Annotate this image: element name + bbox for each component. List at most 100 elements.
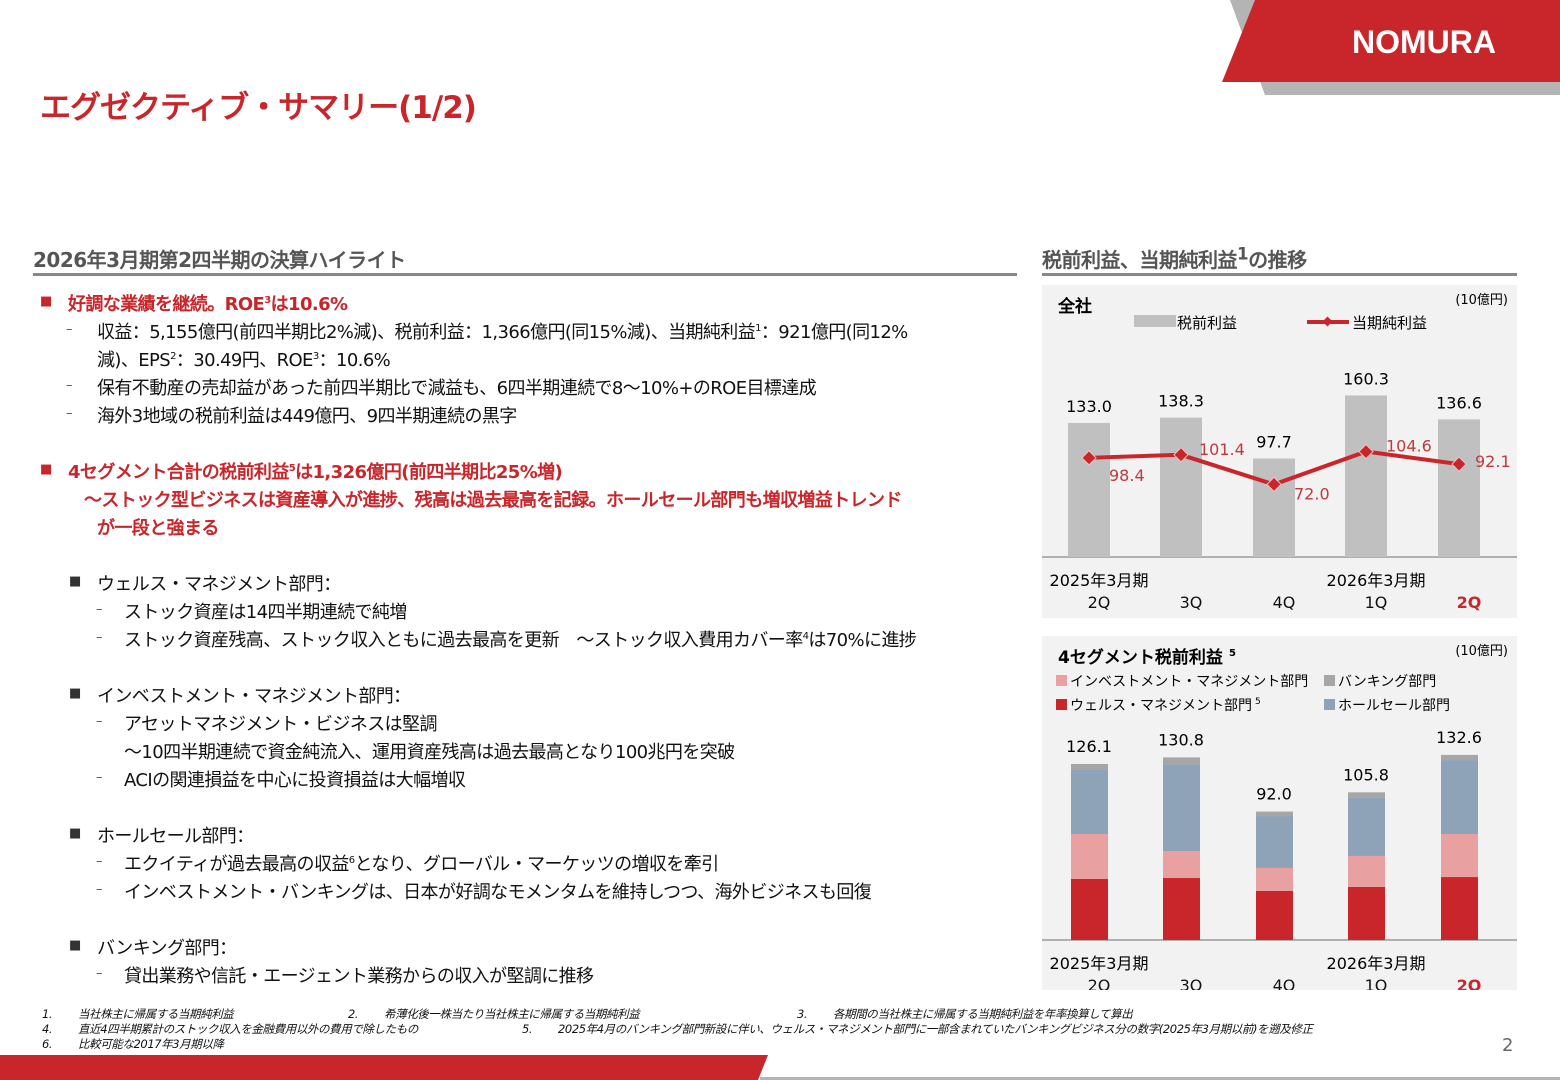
text: ホールセール部門： bbox=[97, 826, 254, 847]
text: アセットマネジメント・ビジネスは堅調 bbox=[124, 714, 437, 735]
text: ストック資産残高、ストック収入ともに過去最高を更新 ～ストック収入費用カバー率 bbox=[124, 630, 803, 651]
unit-label: (10億円) bbox=[1455, 292, 1508, 308]
footnote-ref: 5 bbox=[1255, 697, 1261, 707]
legend-label: バンキング部門 bbox=[1338, 674, 1436, 690]
dash-icon: – bbox=[96, 882, 103, 897]
x-tick-label: 2Q bbox=[1457, 976, 1482, 990]
chart-segment-profit: 4セグメント税前利益 5 インベストメント・マネジメント部門 バンキング部門 ウェルス・… bbox=[1042, 636, 1517, 995]
highlight-line: 4セグメント合計の税前利益5は1,326億円(前四半期比25%増) bbox=[68, 458, 563, 484]
section-heading-highlights: 2026年3月期第2四半期の決算ハイライト bbox=[33, 248, 406, 272]
footnote-ref: 2 bbox=[170, 351, 176, 362]
stacked-segment bbox=[1348, 855, 1385, 887]
line-point bbox=[1173, 447, 1189, 463]
text: ～ストック型ビジネスは資産導入が進捗、残高は過去最高を記録。ホールセール部門も増… bbox=[84, 490, 902, 511]
legend-swatch bbox=[1324, 699, 1335, 710]
nomura-logo: NOMURA bbox=[1222, 0, 1560, 95]
x-tick-label: 4Q bbox=[1273, 593, 1296, 612]
stacked-segment bbox=[1441, 834, 1478, 878]
text: は1,326億円(前四半期比25%増) bbox=[295, 462, 563, 483]
bullet-icon: ■ bbox=[40, 462, 53, 477]
period-label: 2026年3月期 bbox=[1327, 954, 1426, 973]
text: ：921億円(同12% bbox=[760, 322, 908, 343]
text: 収益：5,155億円(前四半期比2%減)、税前利益：1,366億円(同15%減)… bbox=[97, 322, 756, 343]
total-value-label: 132.6 bbox=[1436, 728, 1482, 747]
bar-pretax bbox=[1068, 422, 1110, 557]
chart-title: 全社 bbox=[1057, 296, 1092, 317]
line-point bbox=[1266, 476, 1282, 493]
dash-icon: – bbox=[66, 322, 73, 337]
svg-text:NOMURA: NOMURA bbox=[1352, 24, 1496, 60]
bullet-icon: ■ bbox=[69, 938, 82, 953]
highlight-line: ウェルス・マネジメント部門： bbox=[97, 570, 341, 596]
bar-pretax bbox=[1253, 458, 1295, 557]
divider bbox=[1042, 273, 1517, 276]
period-label: 2025年3月期 bbox=[1050, 954, 1149, 973]
footer-bar bbox=[0, 1055, 1560, 1080]
text: 海外3地域の税前利益は449億円、9四半期連続の黒字 bbox=[97, 406, 517, 427]
text: エクイティが過去最高の収益 bbox=[124, 854, 349, 875]
line-value-label: 98.4 bbox=[1109, 466, 1145, 485]
text: 好調な業績を継続。ROE bbox=[68, 294, 265, 315]
stacked-segment bbox=[1256, 867, 1293, 892]
unit-label: (10億円) bbox=[1455, 643, 1508, 659]
bar-value-label: 136.6 bbox=[1436, 393, 1482, 412]
text: 保有不動産の売却益があった前四半期比で減益も、6四半期連続で8～10%+のROE… bbox=[97, 378, 817, 399]
text: 減)、EPS bbox=[97, 350, 171, 371]
footnote-ref: 5 bbox=[1229, 648, 1236, 659]
stacked-segment bbox=[1348, 798, 1385, 856]
highlight-line: 収益：5,155億円(前四半期比2%減)、税前利益：1,366億円(同15%減)… bbox=[97, 318, 908, 344]
total-value-label: 105.8 bbox=[1343, 765, 1389, 784]
bar-pretax bbox=[1438, 419, 1480, 557]
stacked-segment bbox=[1441, 760, 1478, 835]
text: が一段と強まる bbox=[97, 518, 219, 539]
section-heading-trend: 税前利益、当期純利益1の推移 bbox=[1042, 244, 1307, 273]
footnote: 4. 直近4四半期累計のストック収入を金融費用以外の費用で除したもの bbox=[42, 1022, 418, 1036]
line-point bbox=[1451, 456, 1467, 472]
legend-swatch bbox=[1056, 675, 1067, 686]
x-tick-label: 2Q bbox=[1088, 593, 1111, 612]
line-point bbox=[1358, 443, 1374, 460]
text: インベストメント・マネジメント部門： bbox=[97, 686, 411, 707]
legend-swatch bbox=[1056, 699, 1067, 710]
footnote: 3. 各期間の当社株主に帰属する当期純利益を年率換算して算出 bbox=[797, 1007, 1133, 1021]
text: ストック資産は14四半期連続で純増 bbox=[124, 602, 407, 623]
x-tick-label: 1Q bbox=[1365, 976, 1388, 990]
legend-swatch-bar bbox=[1134, 315, 1176, 327]
line-value-label: 104.6 bbox=[1386, 437, 1432, 456]
stacked-segment bbox=[1163, 757, 1200, 765]
text: となり、グローバル・マーケッツの増収を牽引 bbox=[354, 854, 720, 875]
bar-value-label: 160.3 bbox=[1343, 369, 1389, 388]
x-tick-label: 3Q bbox=[1180, 976, 1203, 990]
text: ウェルス・マネジメント部門： bbox=[97, 574, 341, 595]
dash-icon: – bbox=[96, 630, 103, 645]
footnote-ref: 1 bbox=[755, 323, 761, 334]
footnote: 6. 比較可能な2017年3月期以降 bbox=[42, 1037, 224, 1051]
footnote-ref: 1 bbox=[1237, 244, 1249, 264]
stacked-segment bbox=[1441, 877, 1478, 940]
bar-value-label: 97.7 bbox=[1256, 433, 1292, 452]
bullet-icon: ■ bbox=[69, 826, 82, 841]
stacked-segment bbox=[1163, 764, 1200, 852]
highlight-line: ～10四半期連続で資金純流入、運用資産残高は過去最高となり100兆円を突破 bbox=[124, 738, 735, 764]
stacked-segment bbox=[1071, 763, 1108, 770]
bar-value-label: 133.0 bbox=[1066, 397, 1112, 416]
highlight-line: エクイティが過去最高の収益6となり、グローバル・マーケッツの増収を牽引 bbox=[124, 850, 719, 876]
bar-pretax bbox=[1160, 417, 1202, 557]
text: 貸出業務や信託・エージェント業務からの収入が堅調に推移 bbox=[124, 966, 594, 987]
text: 税前利益、当期純利益 bbox=[1042, 248, 1238, 272]
footnote-ref: 4 bbox=[802, 631, 809, 642]
dash-icon: – bbox=[96, 854, 103, 869]
dash-icon: – bbox=[66, 406, 73, 421]
chart-title: 4セグメント税前利益 bbox=[1058, 647, 1223, 668]
text: ACIの関連損益を中心に投資損益は大幅増収 bbox=[124, 770, 466, 791]
footnote-ref: 6 bbox=[348, 855, 355, 866]
period-label: 2025年3月期 bbox=[1050, 571, 1149, 590]
x-tick-label: 2Q bbox=[1088, 976, 1111, 990]
bar-pretax bbox=[1345, 395, 1387, 557]
text: の推移 bbox=[1248, 248, 1307, 272]
page-number: 2 bbox=[1502, 1035, 1514, 1056]
stacked-segment bbox=[1348, 886, 1385, 940]
highlight-line: インベストメント・バンキングは、日本が好調なモメンタムを維持しつつ、海外ビジネス… bbox=[124, 878, 872, 904]
line-value-label: 101.4 bbox=[1199, 440, 1245, 459]
text: ：30.49円、ROE bbox=[175, 350, 314, 371]
